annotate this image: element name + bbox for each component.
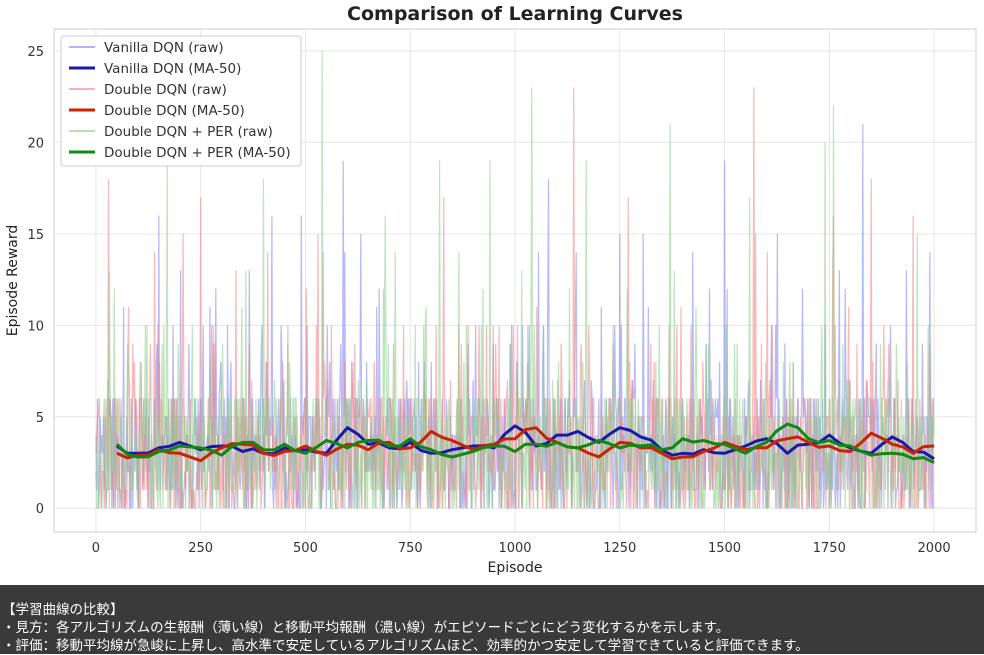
legend-label: Vanilla DQN (MA-50) — [104, 61, 241, 77]
y-axis-ticks: 0 5 10 15 20 25 — [27, 45, 44, 517]
ma-series-line — [116, 426, 935, 463]
ma-series-line — [115, 422, 935, 464]
ma-series-group — [115, 422, 935, 464]
raw-series-line — [95, 50, 935, 509]
x-tick-label: 250 — [188, 541, 213, 556]
caption-evaluation: ・評価：移動平均線が急峻に上昇し、高水準で安定しているアルゴリズムほど、効率的か… — [2, 638, 809, 654]
x-tick-label: 1000 — [498, 541, 531, 556]
caption-how-to-read: ・見方：各アルゴリズムの生報酬（薄い線）と移動平均報酬（濃い線）がエピソードごと… — [2, 620, 730, 636]
x-tick-label: 750 — [398, 541, 423, 556]
x-axis-label: Episode — [488, 560, 543, 576]
y-tick-label: 25 — [27, 45, 44, 60]
chart-title: Comparison of Learning Curves — [347, 3, 683, 25]
y-tick-label: 20 — [27, 136, 44, 151]
legend-label: Vanilla DQN (raw) — [104, 40, 224, 56]
x-tick-label: 1750 — [813, 541, 846, 556]
caption-heading: 【学習曲線の比較】 — [2, 602, 124, 618]
y-tick-label: 15 — [27, 228, 44, 243]
legend-label: Double DQN (raw) — [104, 82, 227, 98]
legend-label: Double DQN + PER (raw) — [104, 124, 273, 140]
ma-series-line — [116, 424, 935, 461]
legend-box — [60, 35, 302, 167]
legend-label: Double DQN (MA-50) — [104, 103, 245, 119]
y-axis-label: Episode Reward — [5, 225, 21, 337]
caption-panel: 【学習曲線の比較】 ・見方：各アルゴリズムの生報酬（薄い線）と移動平均報酬（濃い… — [0, 585, 984, 654]
learning-curve-chart: 0 250 500 750 1000 1250 1500 1750 2000 0 5 10 15 20 2… — [5, 3, 977, 576]
y-tick-label: 10 — [27, 319, 44, 334]
x-tick-label: 500 — [293, 541, 318, 556]
x-axis-ticks: 0 250 500 750 1000 1250 1500 1750 2000 — [92, 541, 951, 556]
x-tick-label: 0 — [92, 541, 100, 556]
x-tick-label: 1250 — [603, 541, 636, 556]
y-tick-label: 0 — [36, 502, 44, 517]
legend-label: Double DQN + PER (MA-50) — [104, 145, 291, 161]
x-tick-label: 2000 — [918, 541, 951, 556]
x-tick-label: 1500 — [708, 541, 741, 556]
y-tick-label: 5 — [36, 411, 44, 426]
legend: Vanilla DQN (raw) Vanilla DQN (MA-50) Doub… — [60, 35, 302, 167]
